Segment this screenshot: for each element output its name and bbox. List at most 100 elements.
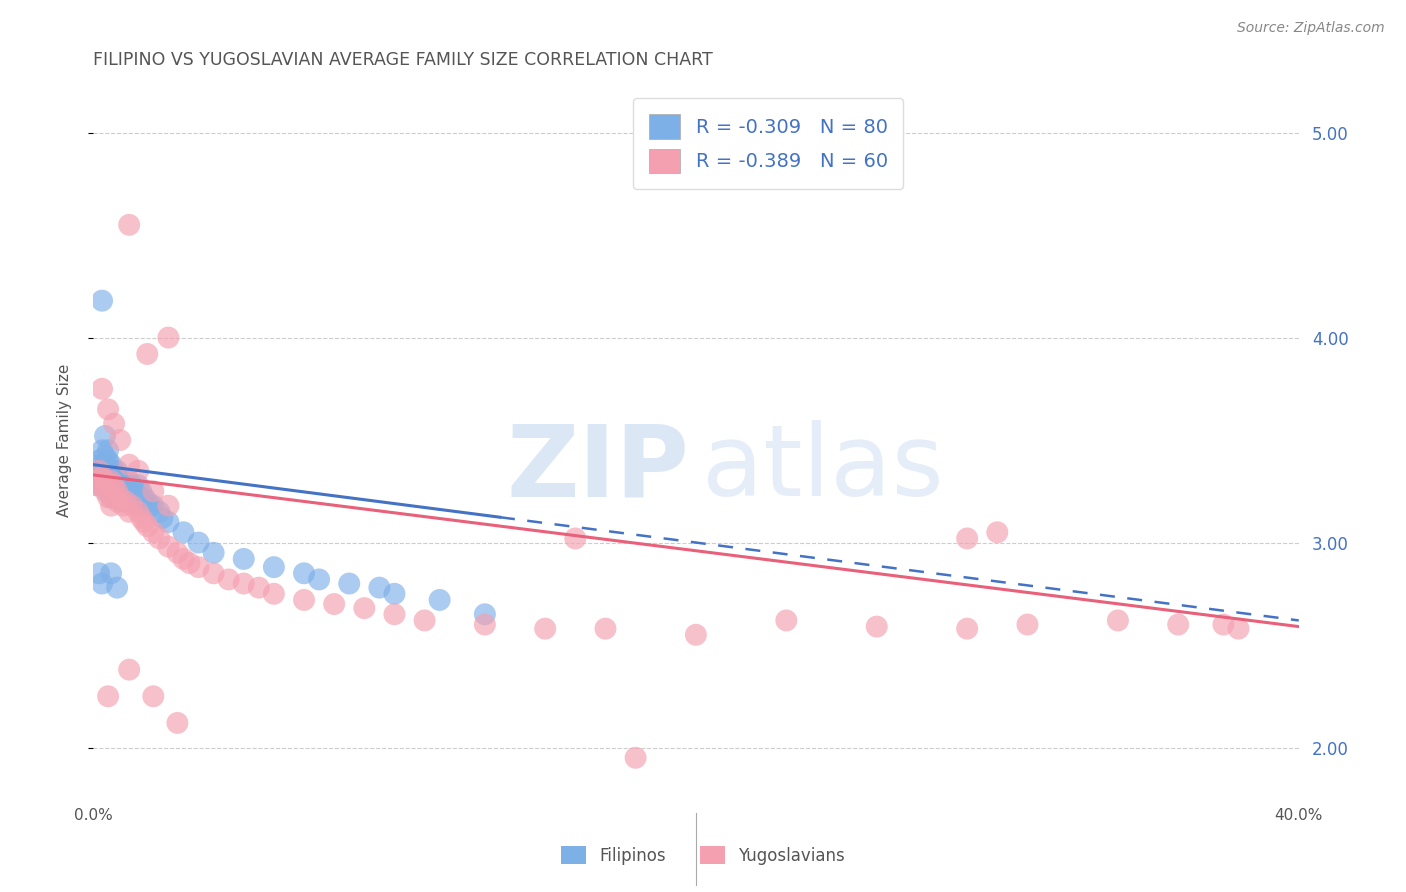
Point [91, 293, 114, 308]
Point [308, 573, 330, 587]
Point [108, 491, 131, 505]
Point [91, 458, 114, 472]
Point [232, 552, 254, 566]
Point [134, 491, 156, 505]
Point [187, 535, 209, 549]
Point [384, 607, 406, 622]
Point [105, 484, 128, 499]
Point [94, 474, 117, 488]
Point [384, 587, 406, 601]
Point [148, 505, 170, 519]
Point [1227, 622, 1250, 636]
Point [103, 417, 125, 431]
Point [91, 382, 114, 396]
Point [595, 622, 617, 636]
Point [202, 546, 225, 560]
Point [136, 519, 159, 533]
Point [187, 560, 209, 574]
Point [112, 494, 135, 508]
Point [100, 566, 122, 581]
Legend: Filipinos, Yugoslavians: Filipinos, Yugoslavians [553, 838, 853, 873]
Point [179, 556, 201, 570]
Point [118, 505, 141, 519]
Point [166, 546, 188, 560]
Point [474, 607, 496, 622]
Point [103, 484, 125, 499]
Point [866, 619, 889, 633]
Point [108, 433, 131, 447]
Point [108, 470, 131, 484]
Point [218, 573, 240, 587]
Point [986, 525, 1008, 540]
Point [87, 464, 110, 478]
Point [108, 484, 131, 499]
Point [84, 470, 107, 484]
Point [94, 484, 117, 499]
Point [87, 566, 110, 581]
Point [121, 491, 143, 505]
Point [129, 494, 152, 508]
Point [91, 478, 114, 492]
Point [112, 478, 135, 492]
Point [118, 458, 141, 472]
Point [127, 491, 149, 505]
Point [108, 478, 131, 492]
Point [956, 532, 979, 546]
Text: FILIPINO VS YUGOSLAVIAN AVERAGE FAMILY SIZE CORRELATION CHART: FILIPINO VS YUGOSLAVIAN AVERAGE FAMILY S… [93, 51, 713, 69]
Point [97, 690, 120, 704]
Point [100, 478, 122, 492]
Point [105, 478, 128, 492]
Point [292, 566, 315, 581]
Point [118, 484, 141, 499]
Point [100, 499, 122, 513]
Point [157, 330, 180, 344]
Point [112, 484, 135, 499]
Point [624, 751, 647, 765]
Point [115, 491, 138, 505]
Point [124, 494, 146, 508]
Point [1167, 617, 1189, 632]
Point [127, 505, 149, 519]
Y-axis label: Average Family Size: Average Family Size [58, 363, 72, 516]
Point [103, 478, 125, 492]
Point [118, 218, 141, 232]
Point [142, 484, 165, 499]
Point [157, 499, 180, 513]
Point [100, 464, 122, 478]
Point [94, 429, 117, 443]
Point [413, 614, 436, 628]
Point [94, 474, 117, 488]
Point [115, 478, 138, 492]
Point [142, 690, 165, 704]
Point [100, 470, 122, 484]
Point [84, 474, 107, 488]
Point [148, 532, 170, 546]
Point [323, 597, 346, 611]
Point [337, 576, 360, 591]
Point [1017, 617, 1039, 632]
Point [172, 525, 194, 540]
Point [91, 464, 114, 478]
Point [474, 617, 496, 632]
Text: ZIP: ZIP [508, 420, 690, 517]
Point [429, 593, 451, 607]
Point [87, 453, 110, 467]
Point [112, 474, 135, 488]
Point [97, 464, 120, 478]
Text: Source: ZipAtlas.com: Source: ZipAtlas.com [1237, 21, 1385, 35]
Point [142, 499, 165, 513]
Point [534, 622, 557, 636]
Point [353, 601, 375, 615]
Point [263, 560, 285, 574]
Point [263, 587, 285, 601]
Point [100, 491, 122, 505]
Point [100, 474, 122, 488]
Point [97, 478, 120, 492]
Point [118, 474, 141, 488]
Point [157, 540, 180, 554]
Point [100, 458, 122, 472]
Point [87, 464, 110, 478]
Point [139, 499, 162, 513]
Point [202, 566, 225, 581]
Point [956, 622, 979, 636]
